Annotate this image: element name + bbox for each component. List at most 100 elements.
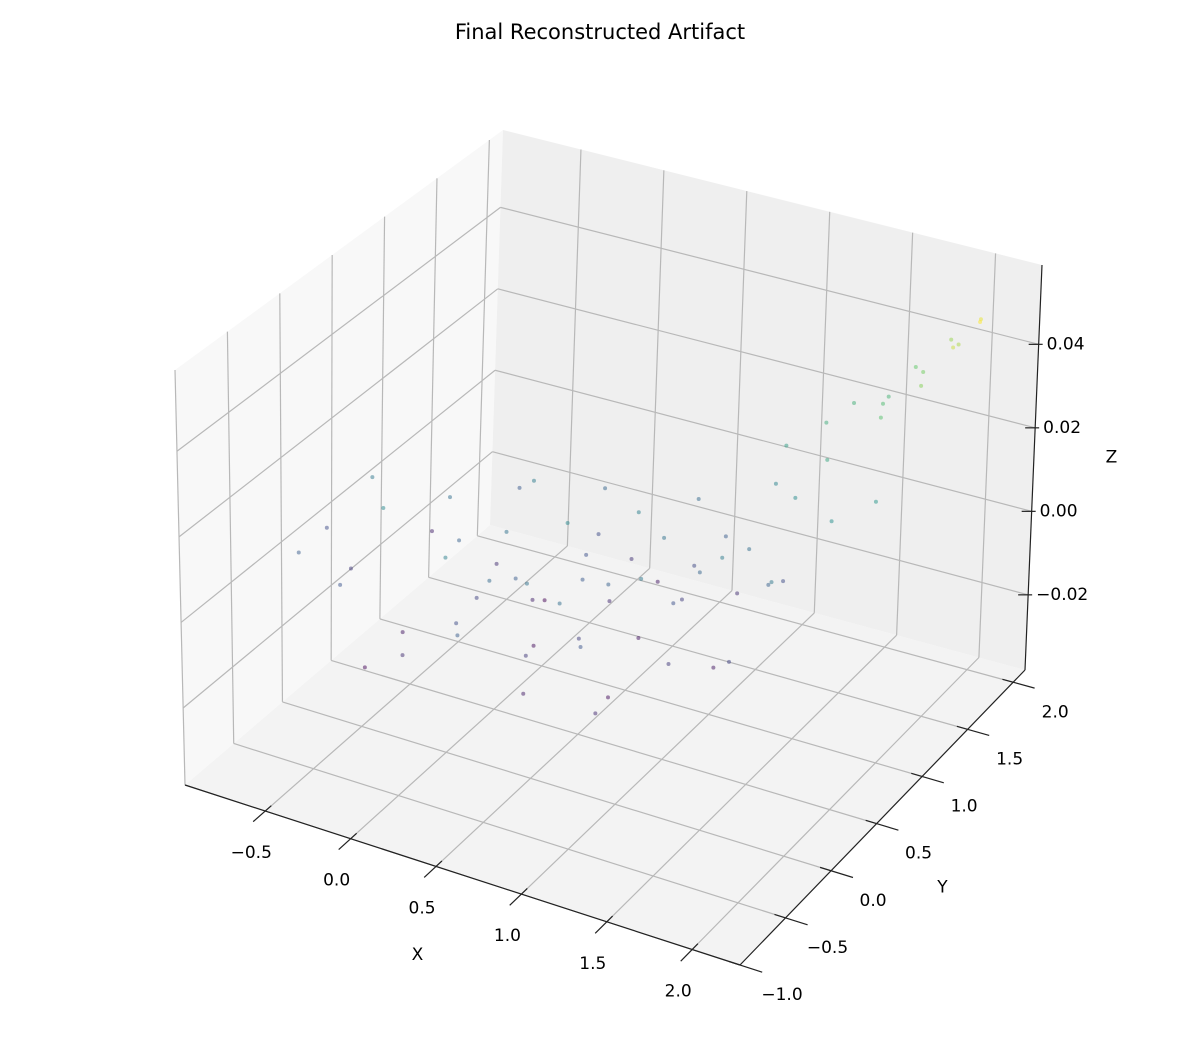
point — [593, 711, 598, 716]
point — [726, 659, 731, 664]
x-tick — [594, 915, 614, 934]
y-axis-line — [739, 669, 1026, 966]
x-axis-label: X — [412, 945, 424, 965]
grid-line — [476, 139, 490, 536]
point — [296, 550, 301, 555]
point — [766, 582, 771, 587]
point — [605, 695, 610, 700]
point — [720, 555, 725, 560]
point — [474, 595, 479, 600]
point — [494, 561, 499, 566]
point — [565, 521, 570, 526]
point — [913, 365, 918, 370]
point — [542, 598, 547, 603]
grid-line — [691, 657, 980, 950]
point — [517, 485, 522, 490]
point — [824, 420, 829, 425]
point — [873, 499, 878, 504]
point — [576, 636, 581, 641]
x-tick — [252, 805, 272, 823]
z-axis-label: Z — [1106, 448, 1118, 468]
y-tick-label: 2.0 — [1042, 702, 1069, 722]
y-tick-label: 0.0 — [860, 891, 887, 911]
grid-line — [428, 178, 438, 578]
point — [531, 643, 536, 648]
grid-line — [649, 170, 665, 569]
point — [671, 601, 676, 606]
chart-title: Final Reconstructed Artifact — [455, 20, 745, 44]
y-tick — [911, 772, 944, 784]
point — [324, 525, 329, 530]
grid-line — [282, 701, 832, 872]
point — [557, 601, 562, 606]
grid-line — [492, 451, 1029, 596]
point — [784, 443, 789, 448]
point — [662, 535, 667, 540]
y-tick-label: −0.5 — [807, 938, 848, 958]
grid-line — [435, 590, 733, 867]
grid-line — [330, 254, 333, 661]
point — [655, 579, 660, 584]
point — [636, 636, 641, 641]
point — [348, 566, 353, 571]
point — [735, 591, 740, 596]
point — [781, 579, 786, 584]
point — [521, 691, 526, 696]
x-tick-label: 1.5 — [579, 954, 606, 974]
point — [400, 630, 405, 635]
y-tick — [774, 913, 808, 926]
point — [769, 580, 774, 585]
grid-line — [379, 618, 923, 778]
point — [580, 577, 585, 582]
grid-line — [428, 576, 968, 730]
grid-line — [520, 612, 815, 895]
point — [825, 457, 830, 462]
point — [723, 534, 728, 539]
point — [666, 662, 671, 667]
y-tick-label: 1.5 — [996, 749, 1023, 769]
point — [829, 519, 834, 524]
grid-line — [176, 206, 501, 452]
x-tick — [680, 943, 699, 962]
point — [773, 481, 778, 486]
point — [697, 570, 702, 575]
point — [880, 401, 885, 406]
point — [639, 576, 644, 581]
z-tick-label: 0.04 — [1047, 334, 1085, 354]
point — [455, 633, 460, 638]
point — [978, 319, 983, 324]
point — [603, 486, 608, 491]
point — [951, 345, 956, 350]
point — [400, 653, 405, 658]
point — [692, 563, 697, 568]
z-tick-label: −0.02 — [1036, 585, 1088, 605]
left-pane — [175, 130, 503, 785]
z-axis-line — [1024, 264, 1043, 671]
grid-line — [566, 149, 582, 546]
x-tick-label: −0.5 — [231, 843, 272, 863]
point — [878, 415, 883, 420]
point — [696, 496, 701, 501]
y-tick-label: 0.5 — [905, 844, 932, 864]
grid-line — [226, 331, 235, 744]
grid-line — [233, 742, 786, 919]
grid-line — [731, 191, 748, 591]
y-tick — [728, 960, 763, 973]
floor-pane — [185, 525, 1025, 965]
point — [578, 644, 583, 649]
y-tick — [1002, 678, 1035, 689]
grid-line — [330, 659, 877, 825]
x-tick-label: 0.0 — [323, 871, 350, 891]
x-tick — [423, 860, 443, 878]
x-tick — [338, 832, 358, 850]
point — [523, 653, 528, 658]
point — [747, 547, 752, 552]
x-tick-label: 1.0 — [494, 926, 521, 946]
point — [370, 475, 375, 480]
point — [711, 665, 716, 670]
grid-line — [477, 535, 1014, 683]
point — [679, 597, 684, 602]
point — [524, 581, 529, 586]
y-tick — [819, 866, 854, 879]
point — [362, 665, 367, 670]
